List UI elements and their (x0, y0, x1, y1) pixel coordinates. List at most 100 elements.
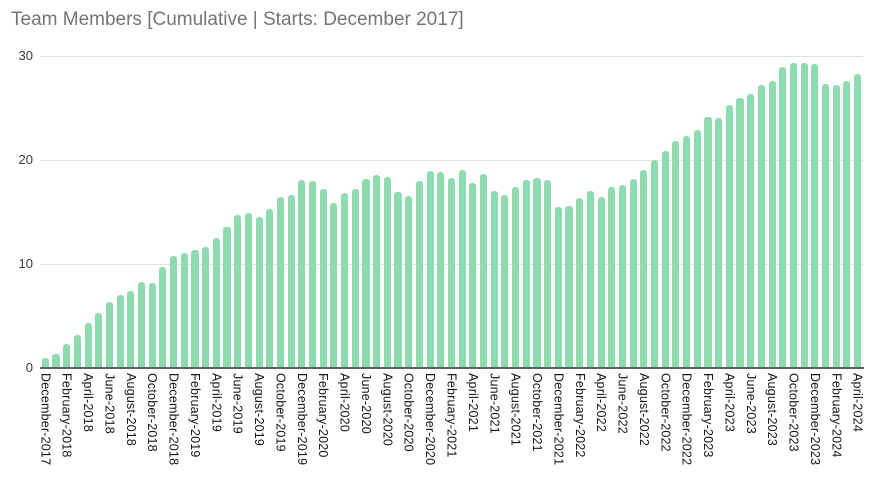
x-axis-label: December-2017 (38, 373, 53, 466)
bar-September-2021 (522, 179, 530, 368)
bar-November-2021 (544, 179, 552, 368)
bar-November-2020 (415, 180, 423, 368)
bar-July-2021 (501, 195, 509, 368)
x-axis-label: June-2023 (743, 373, 758, 434)
x-axis-label: April-2019 (209, 373, 224, 432)
bar-July-2019 (244, 213, 252, 368)
x-axis-label: December-2021 (551, 373, 566, 466)
bar-December-2022 (683, 136, 691, 368)
x-axis-label: December-2018 (166, 373, 181, 466)
x-axis-label: August-2019 (252, 373, 267, 447)
bar-January-2018 (52, 354, 60, 368)
bars-layer (40, 56, 863, 368)
bar-September-2020 (394, 192, 402, 368)
bar-March-2020 (330, 202, 338, 368)
bar-November-2023 (800, 63, 808, 368)
bar-March-2018 (73, 334, 81, 368)
bar-December-2021 (554, 206, 562, 368)
x-axis-label: June-2018 (102, 373, 117, 434)
bar-November-2018 (159, 267, 167, 368)
x-axis-label: February-2020 (316, 373, 331, 458)
x-axis-label: April-2024 (850, 373, 865, 432)
x-axis-label: February-2018 (59, 373, 74, 458)
x-axis-label: December-2020 (423, 373, 438, 466)
x-axis-label: April-2022 (594, 373, 609, 432)
bar-November-2022 (672, 141, 680, 368)
x-axis-label: December-2022 (679, 373, 694, 466)
bar-February-2023 (704, 117, 712, 368)
bar-August-2018 (127, 291, 135, 368)
bar-December-2017 (41, 357, 49, 368)
bar-December-2020 (426, 171, 434, 368)
bar-January-2021 (437, 172, 445, 368)
bar-April-2020 (341, 193, 349, 368)
bar-January-2024 (821, 84, 830, 368)
bar-March-2023 (715, 118, 723, 368)
bar-November-2019 (287, 195, 295, 368)
bar-February-2022 (576, 198, 584, 368)
x-axis-label: October-2023 (786, 373, 801, 452)
bar-April-2023 (725, 104, 733, 368)
x-axis-label: April-2020 (337, 373, 352, 432)
bar-July-2022 (629, 178, 637, 368)
bar-August-2020 (383, 176, 391, 368)
bar-February-2020 (319, 189, 327, 368)
x-axis-label: October-2019 (273, 373, 288, 452)
bar-May-2020 (351, 189, 359, 368)
bar-February-2019 (191, 250, 199, 368)
y-axis-label: 20 (18, 152, 33, 167)
y-axis: 0 10 20 30 (0, 48, 33, 375)
bar-January-2022 (565, 205, 573, 368)
chart-title: Team Members [Cumulative | Starts: Decem… (11, 9, 464, 30)
y-axis-label: 10 (18, 256, 33, 271)
x-axis-label: October-2022 (658, 373, 673, 452)
x-axis-label: June-2021 (487, 373, 502, 434)
bar-May-2023 (736, 97, 744, 368)
bar-March-2022 (586, 191, 594, 368)
x-axis-label: August-2023 (765, 373, 780, 447)
x-axis-label: August-2021 (508, 373, 523, 447)
bar-September-2018 (137, 281, 146, 368)
x-axis-label: August-2020 (380, 373, 395, 447)
bar-August-2022 (640, 170, 648, 368)
bar-June-2023 (747, 94, 755, 368)
x-axis-label: June-2019 (230, 373, 245, 434)
bar-September-2019 (266, 208, 274, 368)
x-axis-label: February-2019 (187, 373, 202, 458)
x-axis-label: December-2023 (807, 373, 822, 466)
x-axis-label: April-2021 (465, 373, 480, 432)
bar-October-2022 (661, 150, 669, 368)
bar-December-2023 (811, 64, 819, 368)
bar-July-2023 (757, 85, 765, 368)
bar-July-2020 (373, 174, 381, 368)
bar-April-2018 (84, 323, 92, 368)
bar-September-2022 (650, 160, 659, 368)
x-axis-label: October-2018 (145, 373, 160, 452)
x-axis-label: February-2023 (701, 373, 716, 458)
bar-February-2018 (63, 344, 71, 368)
x-axis: December-2017 February-2018 April-2018 June… (38, 373, 865, 493)
bar-May-2019 (223, 226, 231, 368)
y-axis-label: 30 (18, 48, 33, 63)
bar-May-2022 (608, 187, 616, 368)
x-axis-label: April-2018 (81, 373, 96, 432)
bar-December-2019 (298, 179, 306, 368)
x-axis-label: December-2019 (294, 373, 309, 466)
bar-February-2021 (447, 177, 456, 368)
bar-April-2021 (469, 182, 477, 368)
bar-July-2018 (116, 295, 124, 368)
bar-October-2019 (276, 197, 285, 368)
bar-February-2024 (832, 85, 840, 368)
y-axis-label: 0 (25, 360, 33, 375)
bar-May-2018 (95, 312, 103, 368)
bar-March-2021 (458, 170, 466, 368)
bar-June-2022 (618, 184, 627, 368)
x-axis-label: February-2024 (829, 373, 844, 458)
gridline-30 (40, 56, 863, 57)
bar-October-2020 (405, 196, 413, 368)
x-axis-label: April-2023 (722, 373, 737, 432)
bar-March-2024 (843, 80, 851, 368)
bar-January-2020 (308, 180, 317, 368)
bar-June-2019 (234, 215, 242, 368)
